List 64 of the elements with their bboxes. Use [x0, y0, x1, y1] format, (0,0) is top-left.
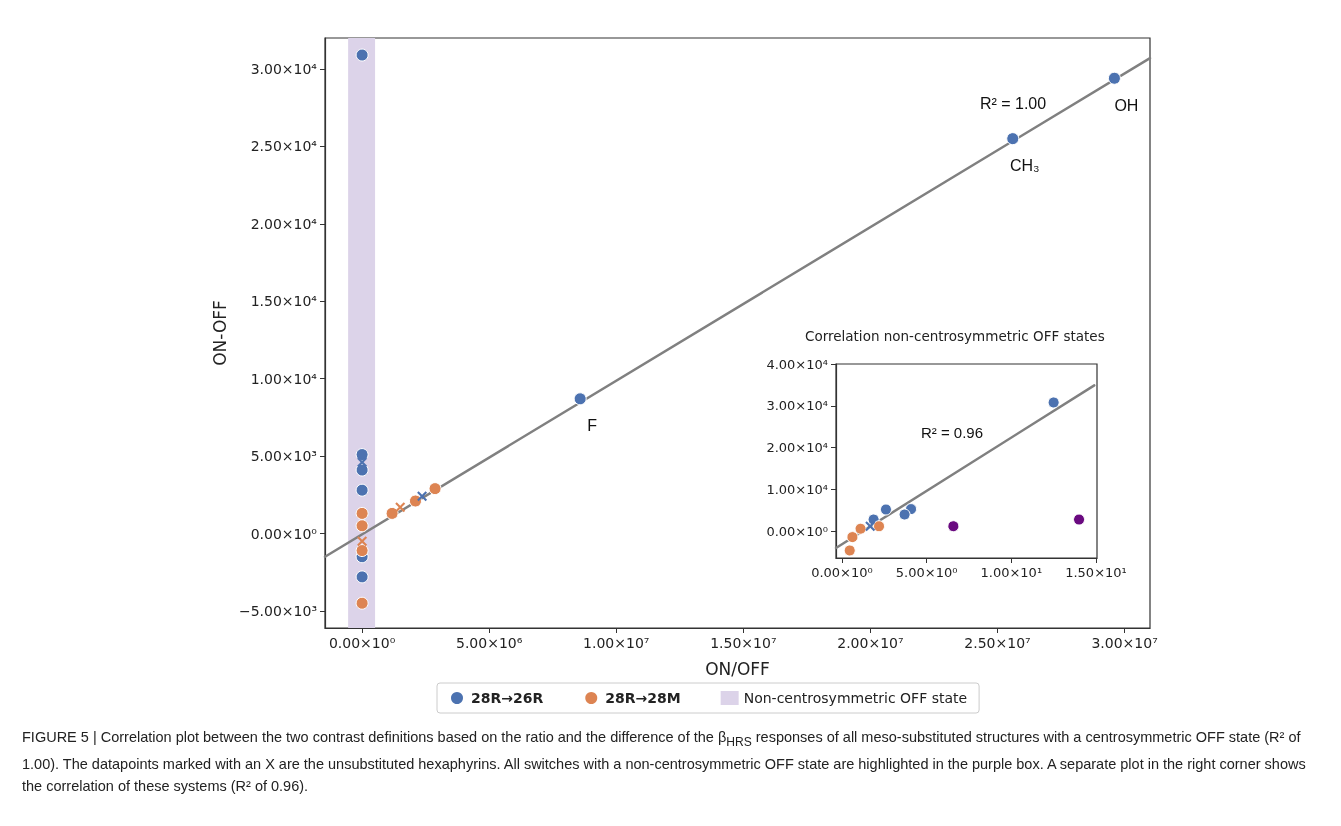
x-tick-label: 0.00×10⁰ [811, 565, 873, 580]
point [355, 570, 369, 584]
point [854, 522, 867, 535]
point [357, 536, 368, 547]
point [1073, 513, 1086, 526]
point [408, 494, 422, 508]
point [428, 482, 442, 496]
point [355, 48, 369, 62]
y-tick-label: 0.00×10⁰ [766, 523, 828, 539]
annotation: CH₃ [1009, 157, 1040, 175]
x-tick-label: 3.00×10⁷ [1091, 635, 1158, 651]
legend-label: 28R→28M [605, 690, 681, 706]
annotation: OH [1114, 96, 1139, 114]
point [355, 463, 369, 477]
y-tick-label: 2.50×10⁴ [250, 138, 318, 155]
point [385, 506, 399, 520]
x-tick-label: 1.00×10⁷ [583, 635, 650, 651]
y-tick-label: 1.50×10⁴ [250, 293, 318, 310]
annotation: R² = 0.96 [920, 423, 984, 441]
point [355, 506, 369, 520]
x-tick-label: 2.00×10⁷ [837, 635, 904, 651]
x-tick-label: 5.00×10⁰ [895, 565, 958, 580]
x-tick-label: 2.50×10⁷ [964, 635, 1031, 651]
point [1006, 132, 1020, 146]
x-tick-label: 5.00×10⁶ [456, 635, 523, 651]
y-tick-label: 1.00×10⁴ [766, 481, 828, 497]
point [355, 544, 369, 558]
caption: FIGURE 5 | Correlation plot between the two contrast definitions based on the ratio and the difference of the β$_{HRS}$ responses of all meso-substituted structures with a centrosymmetric OFF state (R² of 1.00). The datapoints marked with an X are the unsubstituted hexaphyrins. All switches with a non-centrosymmetric OFF state are highlighted in the purple box. A separate plot in the right corner shows the correlation of these systems (R² of 0.96). [22, 728, 1307, 796]
point [898, 508, 911, 521]
point [573, 392, 587, 406]
point [357, 457, 368, 468]
y-tick-label: −5.00×10³ [238, 602, 317, 619]
point [355, 596, 369, 610]
legend-label: Non-centrosymmetric OFF state [743, 690, 968, 706]
point [395, 502, 406, 513]
legend-label: 28R→26R [471, 690, 544, 706]
point [947, 520, 960, 533]
y-tick-label: 3.00×10⁴ [250, 60, 318, 77]
point [1047, 396, 1060, 409]
chart-title: Correlation non-centrosymmetric OFF states [805, 328, 1105, 344]
y-tick-label: 1.00×10⁴ [250, 370, 318, 387]
x-axis-title: ON/OFF [705, 658, 770, 679]
point [417, 491, 428, 502]
point [355, 519, 369, 533]
point [1107, 71, 1121, 85]
point [865, 521, 876, 532]
point [873, 520, 886, 533]
x-tick-label: 1.50×10¹ [1065, 565, 1127, 580]
annotation: R² = 1.00 [979, 94, 1047, 112]
point [846, 531, 859, 544]
y-tick-label: 4.00×10⁴ [766, 356, 828, 372]
y-tick-label: 2.00×10⁴ [766, 440, 828, 456]
y-tick-label: 3.00×10⁴ [766, 398, 828, 414]
point [843, 544, 856, 557]
x-tick-label: 1.50×10⁷ [710, 635, 777, 651]
x-tick-label: 1.00×10¹ [980, 565, 1043, 580]
y-tick-label: 0.00×10⁰ [250, 525, 318, 542]
y-axis-title: ON-OFF [209, 300, 230, 366]
x-tick-label: 0.00×10⁰ [328, 635, 396, 651]
y-tick-label: 2.00×10⁴ [250, 215, 318, 232]
point [879, 503, 892, 516]
point [355, 483, 369, 497]
annotation: F [587, 417, 598, 435]
y-tick-label: 5.00×10³ [250, 448, 317, 465]
